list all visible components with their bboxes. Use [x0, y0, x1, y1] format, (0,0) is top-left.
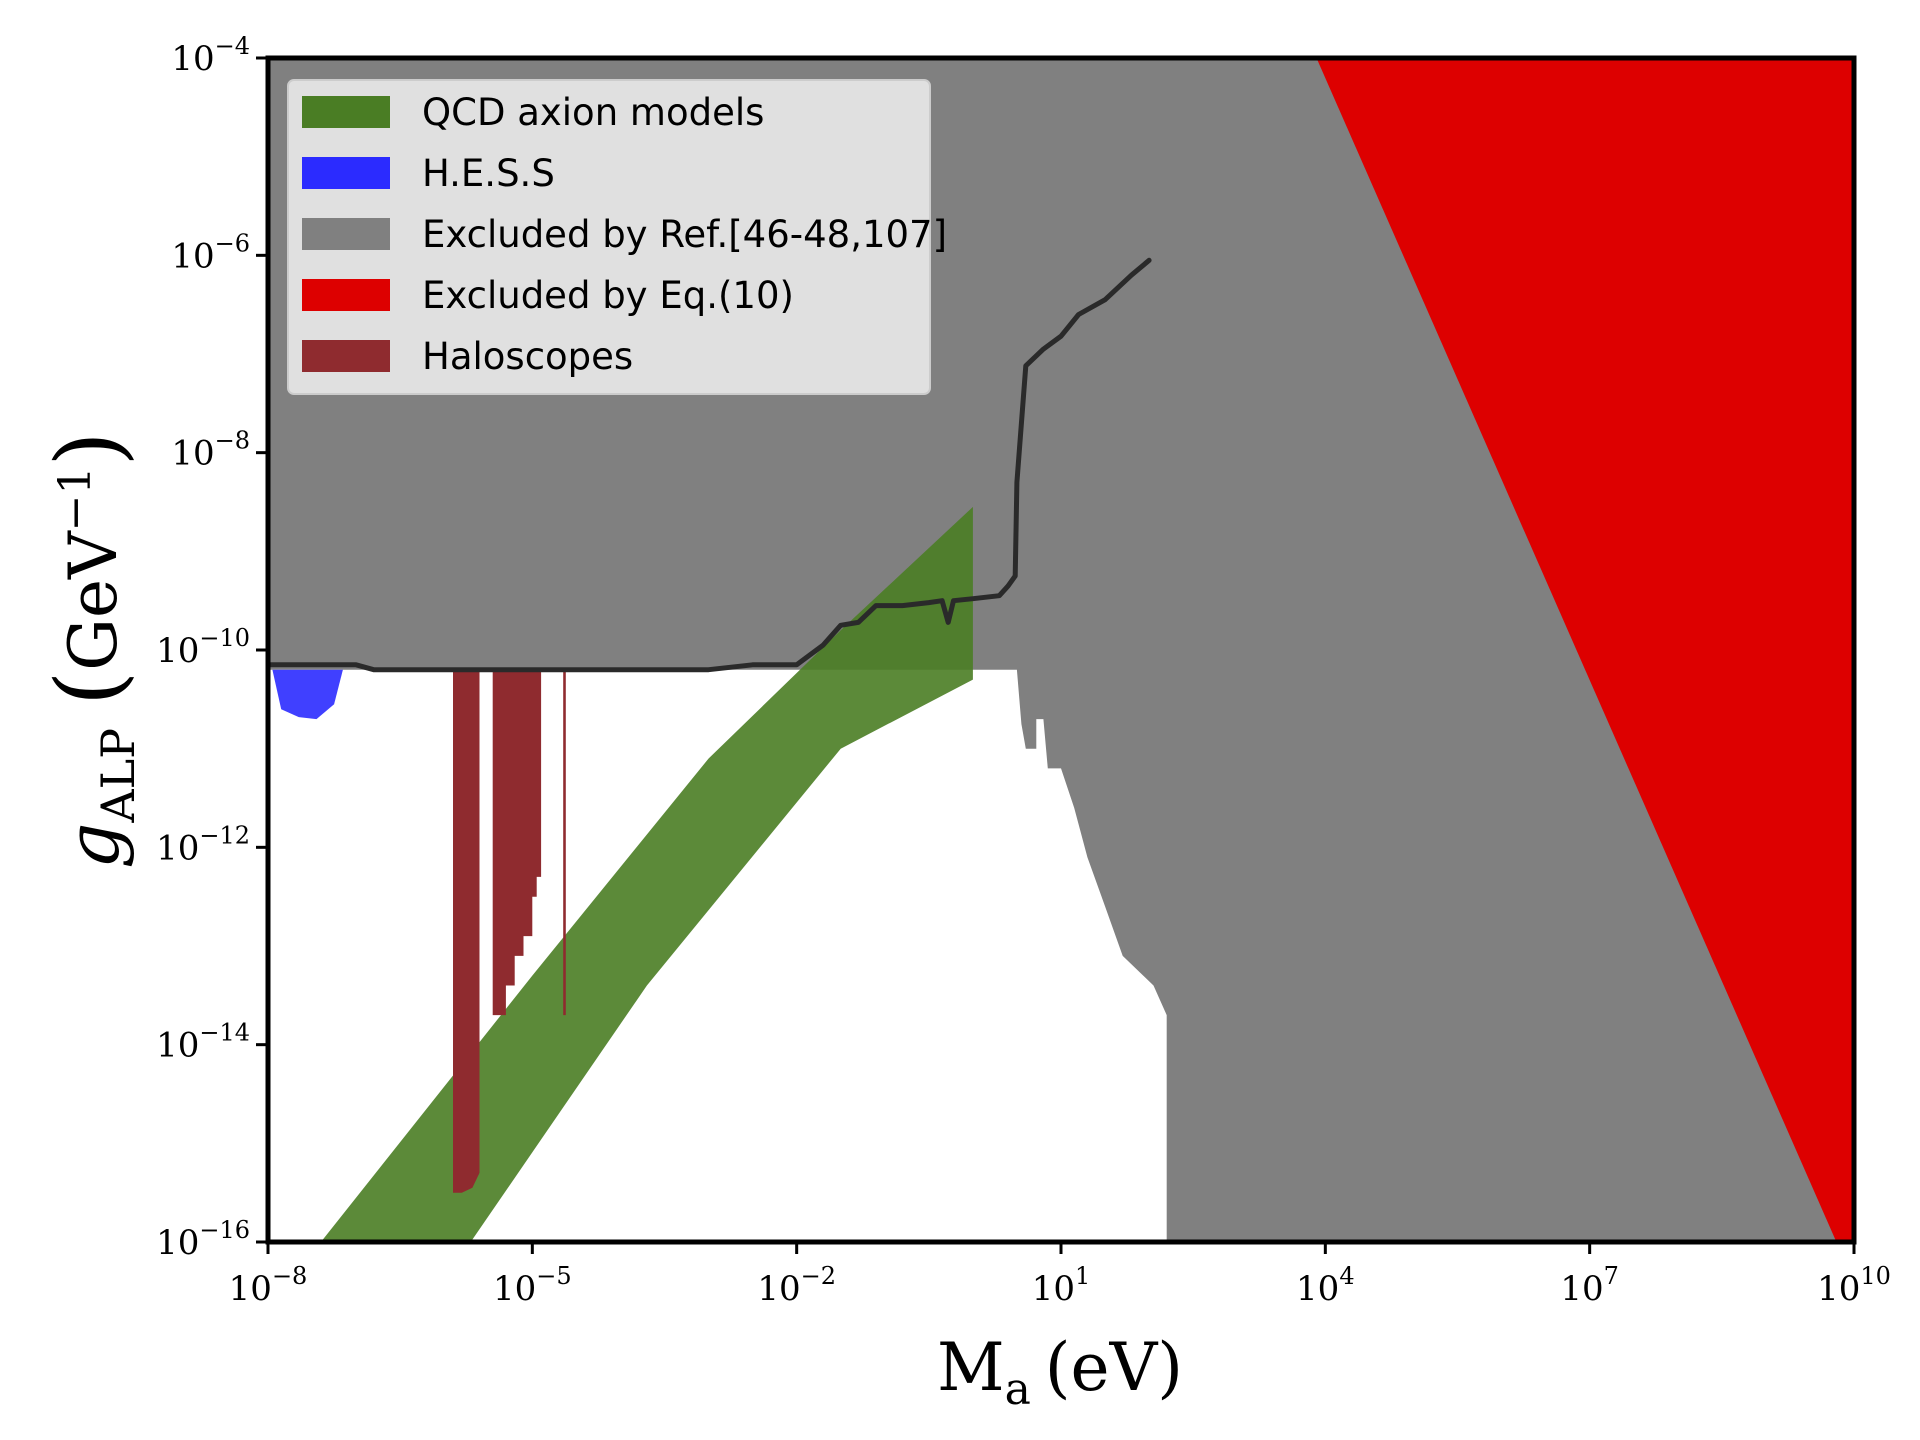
y-axis-title: gALP (GeV−1)	[37, 431, 145, 868]
y-tick-label: 10−4	[171, 32, 250, 79]
y-axis-title-open-paren: (	[37, 671, 142, 706]
region-qcd-axion-models-2	[320, 506, 973, 1242]
region-h-e-s-s-3	[272, 669, 343, 720]
legend-label-excluded-by-ref-46-48-107: Excluded by Ref.[46-48,107]	[422, 213, 947, 256]
legend-label-h-e-s-s: H.E.S.S	[422, 152, 555, 195]
x-tick-label: 107	[1560, 1262, 1619, 1309]
y-axis-title-main: g	[51, 823, 135, 869]
y-tick-label: 10−16	[156, 1216, 250, 1263]
y-tick-label: 10−14	[156, 1019, 250, 1066]
legend-swatch-excluded-by-eq-10	[302, 279, 390, 311]
legend-label-excluded-by-eq-10: Excluded by Eq.(10)	[422, 274, 794, 317]
x-tick-label: 10−5	[493, 1262, 572, 1309]
x-axis-title: Ma (eV)	[937, 1329, 1183, 1415]
x-tick-label: 10−8	[229, 1262, 308, 1309]
y-tick-label: 10−6	[171, 229, 250, 276]
y-tick-label: 10−12	[156, 821, 250, 868]
legend-label-haloscopes: Haloscopes	[422, 335, 633, 378]
x-axis-title-sub: a	[1005, 1364, 1031, 1415]
region-haloscopes-4	[453, 669, 480, 1193]
x-axis-title-main: M	[937, 1329, 1005, 1406]
legend-swatch-h-e-s-s	[302, 157, 390, 189]
x-tick-label: 1010	[1817, 1262, 1891, 1309]
legend-box	[287, 79, 931, 395]
x-axis: 10−8 10−5 10−2 101 104 107 1010	[229, 1242, 1891, 1309]
line-exclusion-boundary	[265, 257, 1152, 673]
legend-swatch-haloscopes	[302, 340, 390, 372]
region-haloscopes-5	[492, 669, 542, 1016]
x-tick-label: 10−2	[757, 1262, 836, 1309]
legend-swatch-excluded-by-ref-46-48-107	[302, 218, 390, 250]
svg-text:gALP(GeV−1): gALP (GeV−1)	[37, 431, 145, 868]
region-haloscopes-6	[563, 669, 566, 1016]
region-excluded-by-eq-10-1	[1316, 58, 1854, 1242]
x-tick-label: 104	[1296, 1262, 1355, 1309]
y-tick-label: 10−8	[171, 427, 250, 474]
legend: QCD axion models H.E.S.S Excluded by Ref.[…	[287, 79, 947, 395]
legend-label-qcd-axion-models: QCD axion models	[422, 91, 764, 134]
y-tick-label: 10−10	[156, 624, 250, 671]
legend-swatch-qcd-axion-models	[302, 96, 390, 128]
y-axis: 10−4 10−6 10−8 10−10 10−12 10−14 10−16	[156, 32, 268, 1263]
y-axis-title-unit: GeV	[55, 530, 132, 671]
x-tick-label: 101	[1032, 1262, 1091, 1309]
x-axis-title-unit: (eV)	[1045, 1329, 1183, 1406]
y-axis-title-exp: −1	[50, 466, 101, 531]
y-axis-title-sub: ALP	[91, 728, 145, 824]
y-axis-title-close-paren: )	[37, 431, 142, 466]
